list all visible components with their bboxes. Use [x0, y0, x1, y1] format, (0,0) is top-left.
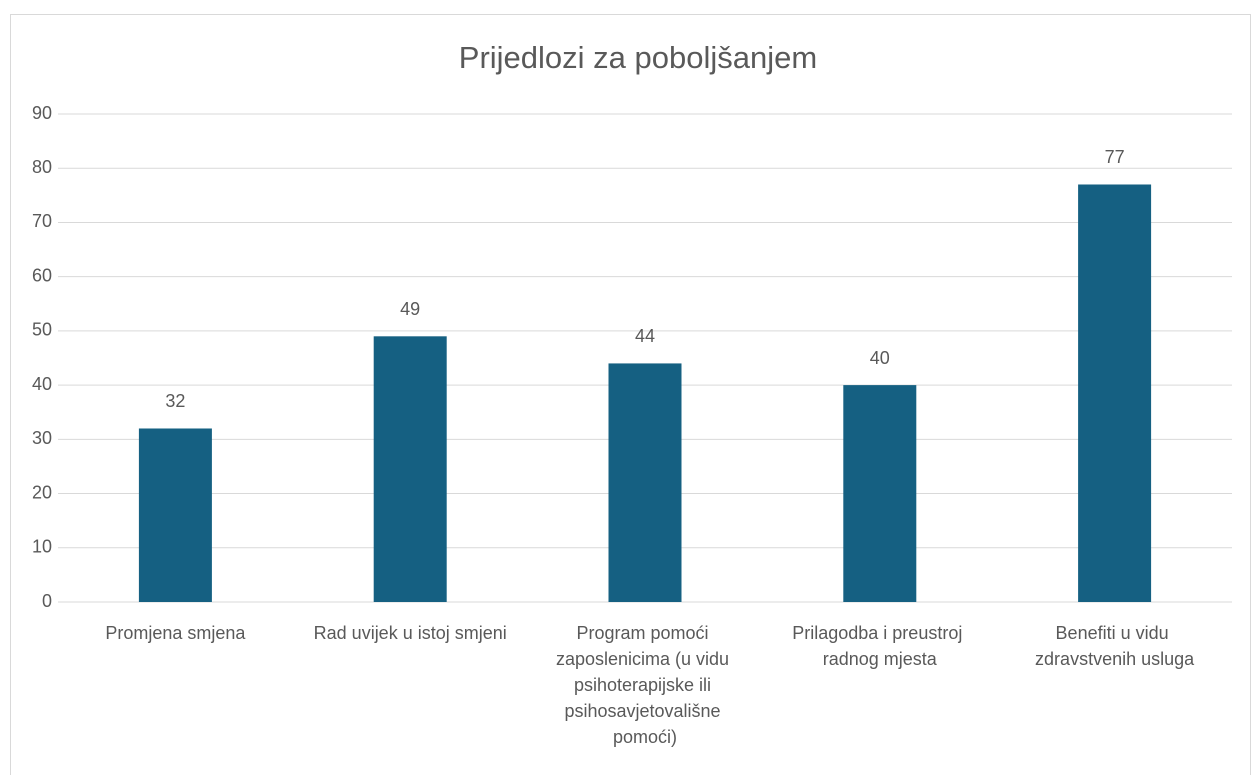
data-label: 49	[400, 299, 420, 319]
x-tick-label: Promjena smjena	[105, 623, 246, 643]
x-tick-label: Rad uvijek u istoj smjeni	[314, 623, 507, 643]
data-label: 40	[870, 348, 890, 368]
chart-title: Prijedlozi za poboljšanjem	[459, 40, 817, 75]
x-tick-label: Program pomoći zaposlenicima (u vidu psi…	[556, 623, 734, 747]
y-tick-label: 80	[32, 157, 52, 177]
y-tick-label: 70	[32, 211, 52, 231]
bar	[608, 363, 682, 602]
y-tick-label: 30	[32, 428, 52, 448]
bar	[138, 428, 212, 602]
bar	[1078, 184, 1152, 602]
data-label: 32	[165, 391, 185, 411]
y-tick-label: 90	[32, 103, 52, 123]
bar	[373, 336, 447, 602]
x-tick-label: Benefiti u vidu zdravstvenih usluga	[1035, 623, 1195, 669]
data-label: 77	[1105, 147, 1125, 167]
y-tick-label: 40	[32, 374, 52, 394]
data-label: 44	[635, 326, 655, 346]
y-tick-label: 10	[32, 537, 52, 557]
x-tick-label: Prilagodba i preustroj radnog mjesta	[792, 623, 967, 669]
y-tick-label: 20	[32, 482, 52, 502]
y-tick-label: 50	[32, 320, 52, 340]
y-tick-label: 60	[32, 265, 52, 285]
bar	[843, 385, 917, 602]
y-tick-label: 0	[42, 591, 52, 611]
